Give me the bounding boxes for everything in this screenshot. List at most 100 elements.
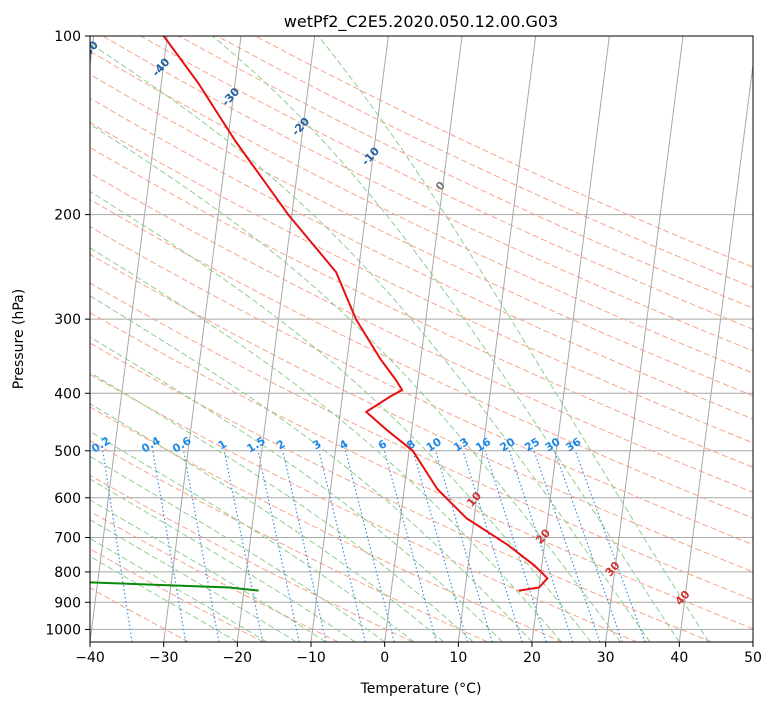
mixing-ratio-line: [435, 450, 493, 642]
mixing-ratio-line: [553, 450, 623, 642]
y-tick-label: 200: [54, 208, 81, 224]
dry-adiabat: [90, 121, 753, 444]
isotherm-line: [678, 60, 753, 642]
dry-adiabat: [90, 406, 563, 642]
moist-adiabat: [90, 537, 268, 642]
moist-adiabat: [90, 336, 503, 642]
x-tick-label: 30: [597, 650, 615, 666]
mixing-ratio-label: 1.5: [244, 434, 267, 455]
isotherms: [90, 36, 753, 642]
isotherm-label: 0: [433, 179, 448, 194]
y-tick-label: 900: [54, 595, 81, 611]
moist-adiabat: [317, 36, 710, 642]
mixing-ratio-line: [318, 450, 366, 642]
dry-adiabat: [90, 50, 753, 374]
moist-adiabat: [212, 36, 680, 642]
isotherm-line: [310, 36, 389, 642]
mixing-ratio-line: [383, 450, 437, 642]
mixing-ratio-line: [574, 450, 646, 642]
mixing-ratio-line: [257, 450, 300, 642]
dry-adiabat: [178, 36, 753, 309]
moist-adiabat: [90, 42, 651, 642]
moist-adiabat: [90, 403, 444, 642]
mixing-ratio-label: 0.2: [89, 434, 112, 455]
dry-adiabat: [90, 342, 712, 642]
moist-adiabats: [90, 36, 710, 642]
mixing-ratio-label: 25: [522, 435, 542, 454]
mixing-ratio-line: [152, 450, 187, 642]
mixing-ratio-line: [183, 450, 220, 642]
x-axis-ticks: −40 −30 −20 −10 0 10 20 30 40 50: [75, 642, 762, 666]
mixing-ratio-line: [533, 450, 601, 642]
isotherm-line: [163, 36, 242, 642]
dry-adiabat: [90, 226, 753, 546]
isotherm-line: [236, 36, 316, 642]
moist-adiabat: [90, 555, 238, 642]
x-tick-label: −40: [75, 650, 105, 666]
moist-adiabat: [90, 123, 621, 642]
dry-adiabat: [216, 36, 753, 288]
x-tick-label: −30: [149, 650, 179, 666]
dry-adiabat: [90, 548, 264, 642]
dry-adiabat: [90, 253, 753, 573]
mixing-ratio-label: 13: [451, 435, 471, 454]
mixing-ratio-label: 16: [473, 435, 493, 454]
isotherm-line: [531, 36, 610, 642]
mixing-ratio-line: [102, 450, 133, 642]
temperature-line: [162, 36, 549, 592]
plot-area: 0.10.20.40.611.52346810131620253036-100-…: [4, 36, 753, 642]
dewpoint-line: [90, 581, 259, 592]
mixing-ratio-line: [412, 450, 469, 642]
y-tick-label: 100: [54, 29, 81, 45]
mixing-ratio-line: [282, 450, 327, 642]
dry-adiabat: [90, 440, 488, 642]
x-tick-label: 50: [744, 650, 762, 666]
isotherm-label: -60: [4, 38, 27, 62]
x-tick-label: −10: [296, 650, 326, 666]
dry-adiabat: [90, 97, 753, 420]
dry-adiabat-label: 40: [673, 588, 693, 608]
mixing-ratio-label: 36: [564, 435, 584, 454]
isotherm-line: [752, 638, 753, 642]
x-tick-label: 20: [523, 650, 541, 666]
isotherm-line: [90, 36, 168, 642]
x-tick-label: 40: [670, 650, 688, 666]
y-tick-label: 600: [54, 491, 81, 507]
mixing-ratio-line: [223, 450, 264, 642]
moist-adiabat: [90, 295, 533, 642]
isotherm-label: -30: [219, 85, 242, 109]
y-tick-label: 1000: [45, 622, 81, 638]
mixing-ratio-line: [344, 450, 395, 642]
y-tick-label: 300: [54, 312, 81, 328]
isotherm-line: [384, 36, 463, 642]
sounding-series: [90, 36, 549, 592]
x-tick-label: 10: [449, 650, 467, 666]
y-axis-ticks: 100 200 300 400 500 600 700 800 900 1000: [45, 29, 90, 638]
dry-adiabat: [90, 198, 753, 519]
dry-adiabats: [90, 36, 753, 642]
mixing-ratio-label: 10: [424, 435, 444, 454]
x-tick-label: 0: [380, 650, 389, 666]
y-tick-label: 400: [54, 386, 81, 402]
moist-adiabat: [90, 499, 326, 642]
x-axis-label: Temperature (°C): [360, 681, 482, 697]
chart-title: wetPf2_C2E5.2020.050.12.00.G03: [284, 12, 558, 32]
isotherm-label: -10: [359, 144, 382, 168]
dry-adiabat: [90, 146, 753, 468]
dry-adiabat: [102, 36, 753, 352]
dry-adiabat-label: 30: [603, 559, 623, 579]
moist-adiabat: [90, 519, 297, 642]
isotherm-label: -50: [78, 38, 101, 62]
dry-adiabat: [90, 373, 638, 642]
plot-frame: [89, 35, 754, 643]
moist-adiabat: [90, 430, 415, 642]
dry-adiabat: [140, 36, 753, 330]
moist-adiabat: [90, 478, 356, 642]
moist-adiabat: [90, 455, 385, 642]
isotherm-label: -20: [289, 115, 312, 139]
isotherm-line: [457, 36, 537, 642]
moist-adiabat: [90, 247, 562, 642]
isotherm-label: -40: [150, 55, 173, 79]
isotherm-line: [605, 36, 684, 642]
